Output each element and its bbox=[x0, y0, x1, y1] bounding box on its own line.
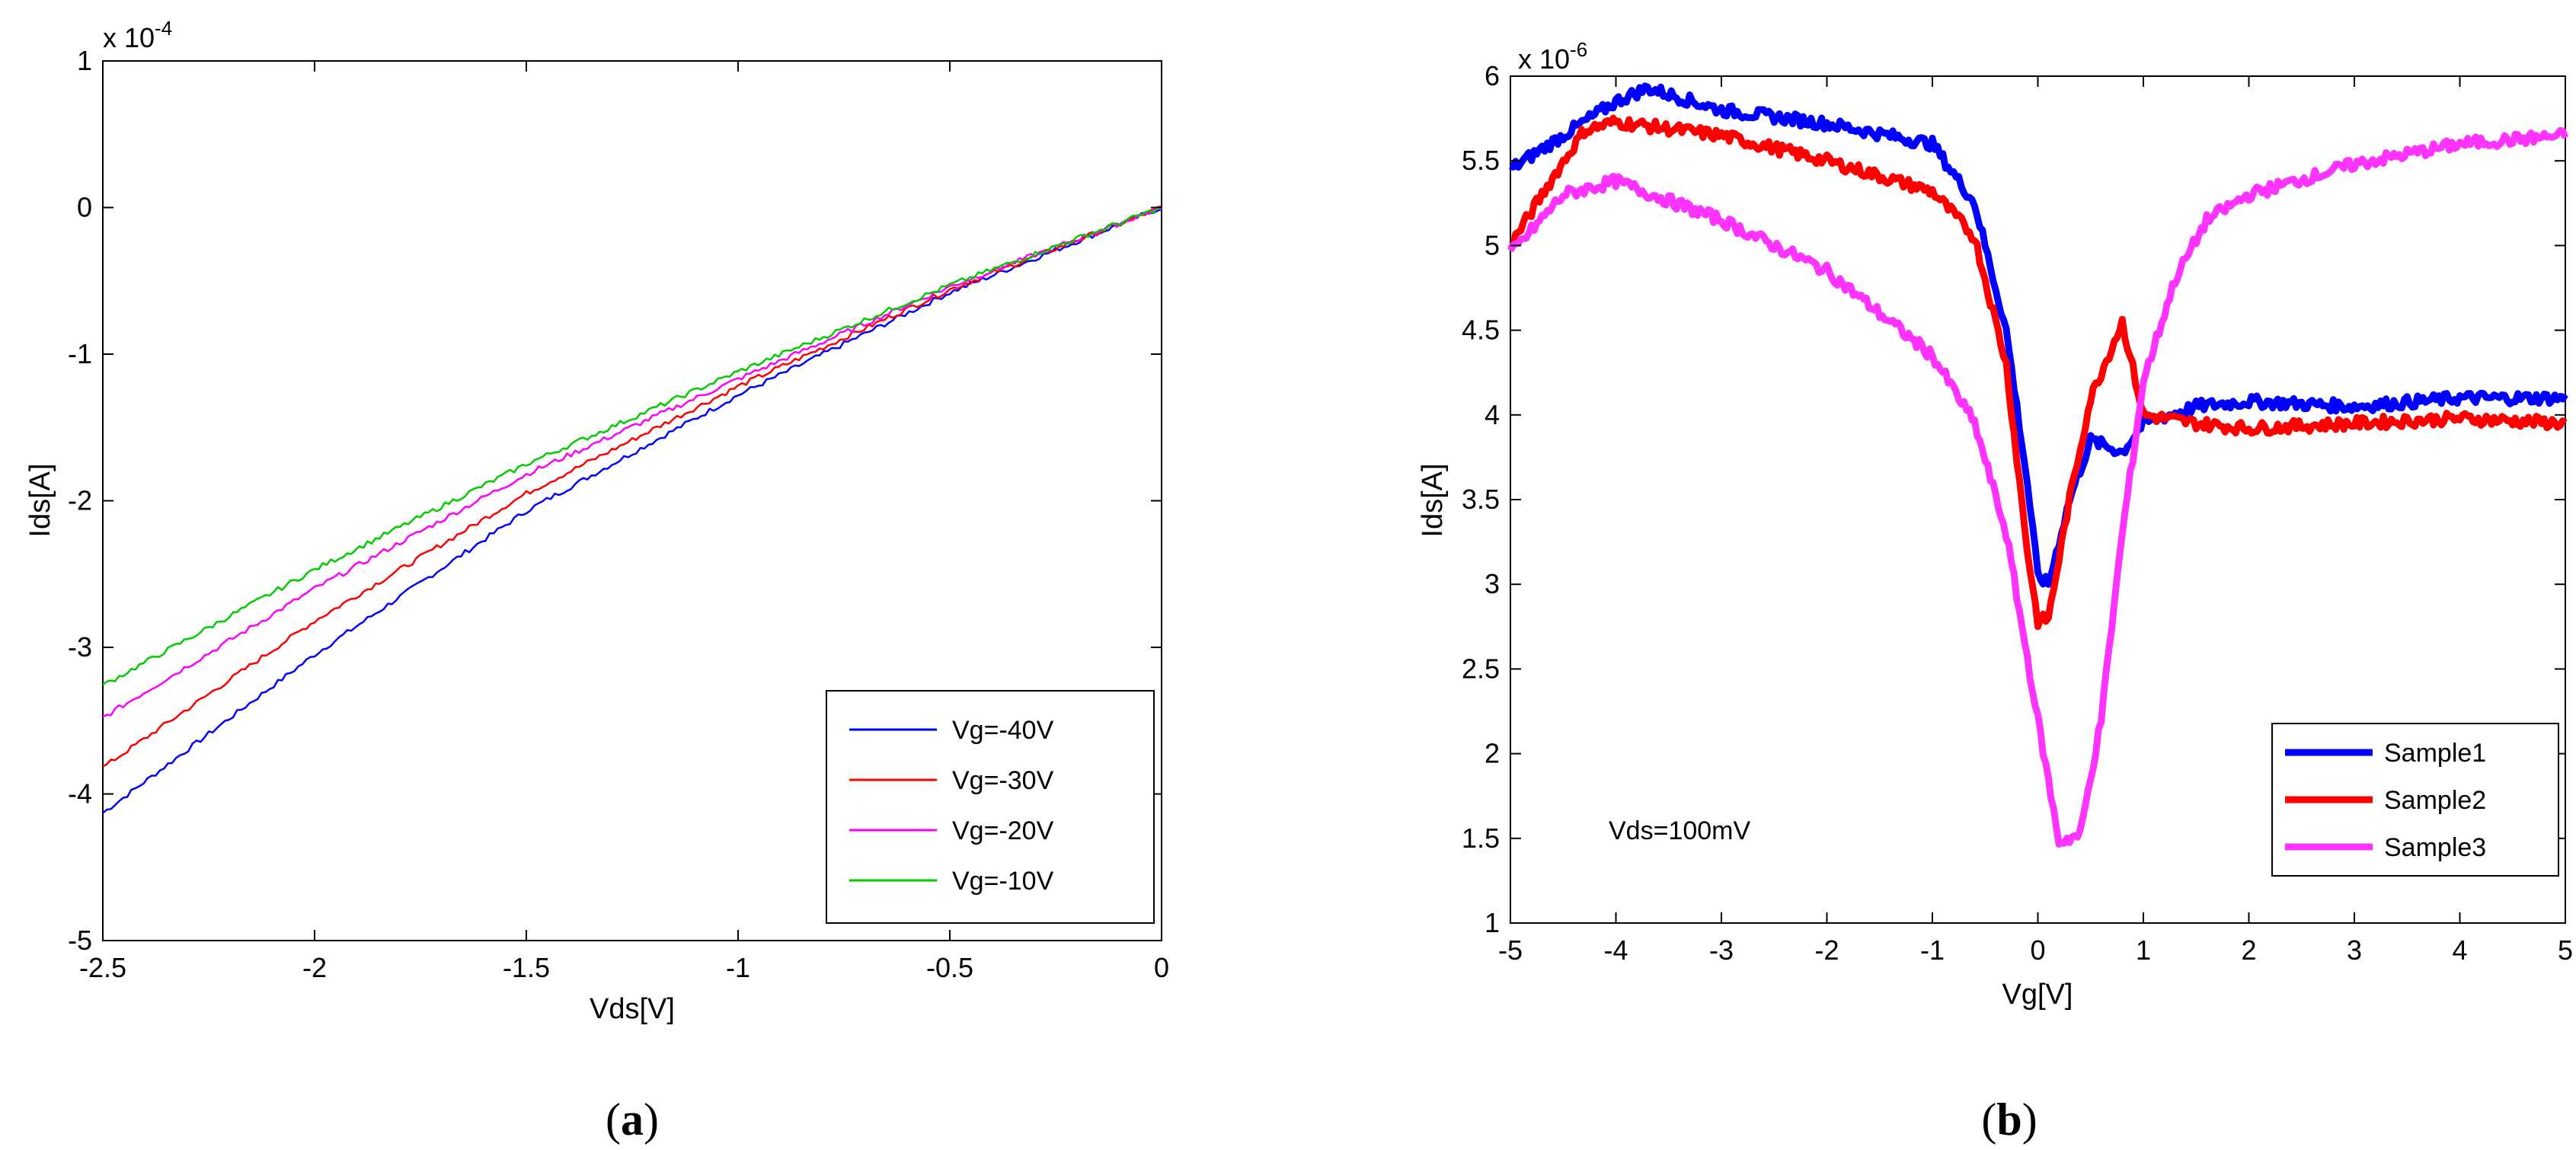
y-axis-ticks-b: 1 1.5 2 2.5 3 3.5 4 4.5 5 5.5 6 bbox=[1462, 60, 2565, 938]
x-tick-label: -0.5 bbox=[926, 952, 973, 983]
x-tick-label: -5 bbox=[1498, 934, 1523, 966]
y-tick-label: -3 bbox=[68, 631, 92, 663]
y-tick-label: -2 bbox=[68, 485, 92, 516]
x-tick-label: -2 bbox=[1814, 934, 1839, 966]
x-axis-label-a: Vds[V] bbox=[590, 993, 675, 1025]
y-axis-ticks-a: -5 -4 -3 -2 -1 0 1 bbox=[68, 45, 1162, 956]
x-tick-label: 5 bbox=[2558, 934, 2573, 966]
x-axis-ticks-b: -5 -4 -3 -2 -1 0 1 2 3 4 5 bbox=[1498, 76, 2573, 966]
x-tick-label: 4 bbox=[2452, 934, 2467, 966]
y-tick-label: -1 bbox=[68, 338, 92, 369]
x-tick-label: 3 bbox=[2347, 934, 2362, 966]
chart-panel-a: -2.5 -2 -1.5 -1 -0.5 0 -5 -4 -3 -2 -1 0 1 x 10-4 Vd… bbox=[24, 17, 1169, 1025]
y-tick-label: 0 bbox=[77, 192, 92, 223]
legend-b: Sample1 Sample2 Sample3 bbox=[2271, 723, 2559, 877]
x-tick-label: -1.5 bbox=[503, 952, 550, 983]
series-lines-b bbox=[1507, 82, 2569, 848]
y-axis-label-b: Ids[A] bbox=[1417, 463, 1449, 537]
exponent-label-b: x 10-6 bbox=[1518, 38, 1587, 75]
exponent-label-a: x 10-4 bbox=[103, 17, 172, 53]
y-tick-label: 3 bbox=[1485, 568, 1500, 599]
legend-label: Vg=-40V bbox=[952, 716, 1054, 745]
legend-a: Vg=-40V Vg=-30V Vg=-20V Vg=-10V bbox=[826, 690, 1155, 924]
x-tick-label: 0 bbox=[2030, 934, 2045, 966]
y-tick-label: 5 bbox=[1485, 229, 1500, 260]
legend-label: Sample1 bbox=[2384, 739, 2486, 768]
series-lines-a bbox=[102, 205, 1162, 814]
y-axis-label-a: Ids[A] bbox=[24, 463, 56, 537]
y-tick-label: 6 bbox=[1485, 60, 1500, 91]
x-tick-label: 2 bbox=[2241, 934, 2256, 966]
y-tick-label: 3.5 bbox=[1462, 484, 1500, 515]
series-line-sample2 bbox=[1507, 114, 2568, 631]
x-tick-label: 1 bbox=[2136, 934, 2151, 966]
series-line-sample3 bbox=[1507, 126, 2569, 848]
legend-label: Sample3 bbox=[2384, 833, 2486, 862]
y-tick-label: 4 bbox=[1485, 399, 1500, 430]
series-line-vg-40v bbox=[102, 208, 1162, 814]
legend-label: Vg=-10V bbox=[952, 867, 1054, 896]
series-line-vg-10v bbox=[102, 206, 1162, 686]
x-axis-ticks-a: -2.5 -2 -1.5 -1 -0.5 0 bbox=[79, 61, 1169, 983]
panel-caption-a: (a) bbox=[606, 1094, 659, 1145]
y-tick-label: 4.5 bbox=[1462, 315, 1500, 346]
x-tick-label: -2 bbox=[302, 952, 327, 983]
series-line-vg-20v bbox=[102, 206, 1162, 718]
x-tick-label: -1 bbox=[726, 952, 750, 983]
x-axis-label-b: Vg[V] bbox=[2002, 979, 2073, 1011]
legend-label: Vg=-20V bbox=[952, 816, 1054, 845]
x-tick-label: -1 bbox=[1920, 934, 1945, 966]
y-tick-label: -5 bbox=[68, 925, 92, 956]
x-tick-label: -2.5 bbox=[79, 952, 126, 983]
y-tick-label: 1 bbox=[77, 45, 92, 76]
series-line-sample1 bbox=[1509, 82, 2568, 588]
chart-panel-b: -5 -4 -3 -2 -1 0 1 2 3 4 5 1 1.5 2 2.5 3 3.5 4 4.5 5 5.5 6 x… bbox=[1417, 38, 2573, 1011]
x-tick-label: -3 bbox=[1709, 934, 1734, 966]
panel-caption-b: (b) bbox=[1981, 1094, 2037, 1145]
y-tick-label: 2 bbox=[1485, 738, 1500, 769]
y-tick-label: 2.5 bbox=[1462, 653, 1500, 684]
x-tick-label: 0 bbox=[1154, 952, 1169, 983]
y-tick-label: 5.5 bbox=[1462, 145, 1500, 176]
annotation-vds: Vds=100mV bbox=[1609, 816, 1750, 845]
legend-label: Sample2 bbox=[2384, 786, 2486, 815]
x-tick-label: -4 bbox=[1603, 934, 1628, 966]
y-tick-label: 1.5 bbox=[1462, 823, 1500, 854]
legend-label: Vg=-30V bbox=[952, 766, 1054, 795]
y-tick-label: 1 bbox=[1485, 907, 1500, 938]
y-tick-label: -4 bbox=[68, 778, 92, 810]
